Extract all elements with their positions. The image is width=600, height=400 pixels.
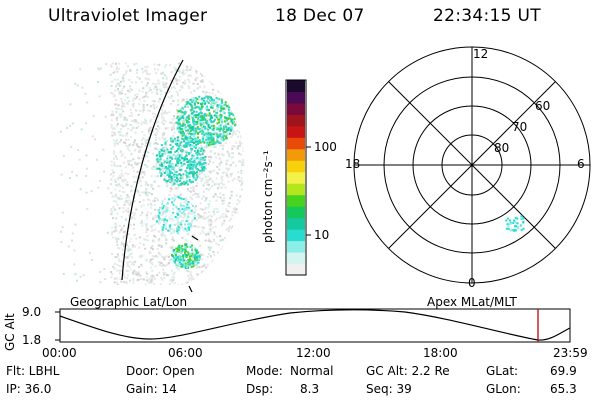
alt-ytick-1.8: 1.8 — [22, 333, 42, 347]
xtick-0000: 00:00 — [42, 346, 77, 360]
altitude-curve — [59, 309, 571, 341]
colorbar-tick-label-100: 100 — [314, 140, 337, 154]
polar-diagonal-2 — [388, 81, 556, 249]
lat-label-70: 70 — [512, 120, 528, 134]
xtick-0600: 06:00 — [168, 346, 203, 360]
xtick-2359: 23:59 — [553, 346, 588, 360]
auroral-emission-image — [60, 62, 245, 285]
colorbar-segment — [287, 80, 305, 92]
glat-value: 69.9 — [550, 364, 577, 378]
altitude-plot — [55, 308, 571, 343]
seq-value: Seq: 39 — [366, 382, 412, 396]
colorbar-segment — [287, 206, 305, 219]
glon-value: 65.3 — [550, 382, 577, 396]
apex-label: Apex MLat/MLT — [427, 295, 517, 309]
filter-value: Flt: LBHL — [6, 364, 60, 378]
gain-value: Gain: 14 — [126, 382, 177, 396]
mlt-label-0: 0 — [468, 276, 476, 290]
color-bar-frame — [285, 79, 307, 276]
limb-curve — [121, 59, 184, 281]
colorbar-segment — [287, 252, 305, 265]
mode-value: Normal — [290, 364, 334, 378]
mlt-label-12: 12 — [473, 47, 489, 61]
dsp-value: 8.3 — [300, 382, 320, 396]
colorbar-segment — [287, 194, 305, 207]
lat-label-80: 80 — [494, 141, 510, 155]
coastline-mark — [188, 235, 199, 293]
colorbar-segment — [287, 263, 305, 276]
mlt-label-18: 18 — [345, 157, 361, 171]
time-label: 22:34:15 UT — [433, 6, 541, 26]
xtick-1200: 12:00 — [296, 346, 331, 360]
altitude-plot-frame — [59, 308, 571, 343]
sparse-emission — [60, 63, 137, 284]
ip-value: IP: 36.0 — [6, 382, 52, 396]
alt-ytick-9: 9.0 — [22, 305, 42, 319]
colorbar-segment — [287, 240, 305, 253]
date-label: 18 Dec 07 — [275, 6, 365, 26]
color-bar — [285, 79, 311, 276]
dsp-key: Dsp: — [246, 382, 274, 396]
colorbar-segment — [287, 229, 305, 242]
geographic-label: Geographic Lat/Lon — [70, 295, 188, 309]
xtick-1800: 18:00 — [423, 346, 458, 360]
colorbar-segment — [287, 148, 305, 161]
mode-key: Mode: — [246, 364, 283, 378]
colorbar-segment — [287, 160, 305, 173]
colorbar-segment — [287, 137, 305, 150]
colorbar-segment — [287, 114, 305, 127]
polar-emission — [505, 215, 525, 232]
altitude-ylabel: GC Alt — [3, 313, 17, 351]
glat-key: GLat: — [486, 364, 519, 378]
mlt-label-6: 6 — [577, 157, 585, 171]
colorbar-segment — [287, 102, 305, 115]
glon-key: GLon: — [486, 382, 521, 396]
colorbar-segment — [287, 217, 305, 230]
colorbar-tick-label-10: 10 — [314, 228, 330, 242]
colorbar-segment — [287, 171, 305, 184]
door-value: Door: Open — [126, 364, 195, 378]
colorbar-segment — [287, 125, 305, 138]
lat-label-60: 60 — [535, 99, 551, 113]
polar-plot — [353, 46, 591, 284]
colorbar-unit-label: photon cm⁻²s⁻¹ — [261, 150, 275, 243]
colorbar-segment — [287, 91, 305, 104]
instrument-title: Ultraviolet Imager — [48, 6, 208, 26]
uv-image-panel — [60, 59, 245, 293]
gcalt-value: GC Alt: 2.2 Re — [366, 364, 450, 378]
colorbar-segment — [287, 183, 305, 196]
